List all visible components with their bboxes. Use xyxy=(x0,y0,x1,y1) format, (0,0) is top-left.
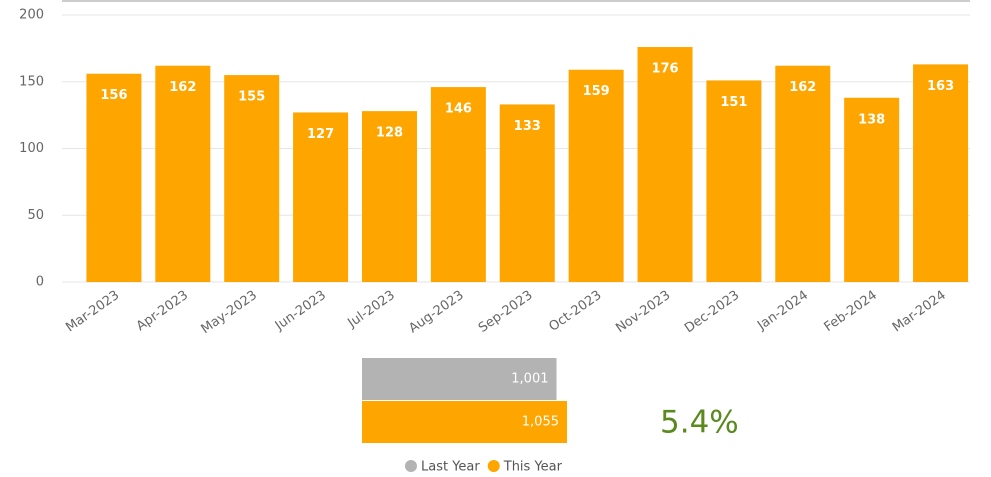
y-tick-label: 150 xyxy=(19,74,44,89)
y-tick-label: 50 xyxy=(27,208,44,223)
x-tick-label: Mar-2023 xyxy=(63,288,122,336)
x-tick-label: Jul-2023 xyxy=(345,288,398,332)
x-tick-label: May-2023 xyxy=(199,288,260,337)
bar xyxy=(568,69,624,282)
x-tick-label: Jan-2024 xyxy=(754,288,811,334)
legend-marker xyxy=(405,460,417,472)
bar xyxy=(637,47,693,282)
bar xyxy=(362,401,567,443)
x-tick-label: Nov-2023 xyxy=(613,288,673,336)
data-label: 176 xyxy=(651,62,678,77)
data-label: 155 xyxy=(238,90,265,105)
bar xyxy=(913,64,969,283)
legend-label: This Year xyxy=(503,460,563,475)
data-label: 159 xyxy=(583,84,610,99)
bar xyxy=(86,73,142,283)
data-label: 163 xyxy=(927,79,954,94)
x-tick-label: Mar-2024 xyxy=(890,288,949,336)
bar xyxy=(706,80,762,282)
bar xyxy=(499,104,555,282)
kpi-value: 5.4% xyxy=(660,405,739,441)
legend-marker xyxy=(487,460,500,472)
x-tick-label: Dec-2023 xyxy=(682,288,742,336)
data-label: 1,001 xyxy=(511,372,548,387)
legend-label: Last Year xyxy=(421,460,480,475)
data-label: 162 xyxy=(169,80,196,95)
x-tick-label: Feb-2024 xyxy=(822,288,880,335)
x-tick-label: Oct-2023 xyxy=(546,288,604,335)
y-tick-label: 0 xyxy=(36,275,44,290)
y-tick-label: 100 xyxy=(19,141,44,156)
bar xyxy=(155,65,211,282)
bar xyxy=(775,65,831,282)
bar xyxy=(361,111,417,283)
x-tick-label: Aug-2023 xyxy=(406,288,466,337)
x-tick-label: Apr-2023 xyxy=(134,288,191,334)
data-label: 151 xyxy=(720,95,747,110)
bar xyxy=(844,97,900,283)
data-label: 1,055 xyxy=(522,415,559,430)
data-label: 138 xyxy=(858,112,885,127)
x-tick-label: Jun-2023 xyxy=(272,288,329,334)
x-tick-label: Sep-2023 xyxy=(476,288,536,336)
y-tick-label: 200 xyxy=(19,8,44,23)
data-label: 146 xyxy=(445,102,472,117)
bar xyxy=(293,112,349,282)
data-label: 162 xyxy=(789,80,816,95)
data-label: 127 xyxy=(307,127,334,142)
data-label: 156 xyxy=(100,88,127,103)
data-label: 128 xyxy=(376,126,403,141)
bar xyxy=(430,87,486,282)
data-label: 133 xyxy=(514,119,541,134)
bar xyxy=(362,358,557,400)
bar xyxy=(224,75,280,282)
